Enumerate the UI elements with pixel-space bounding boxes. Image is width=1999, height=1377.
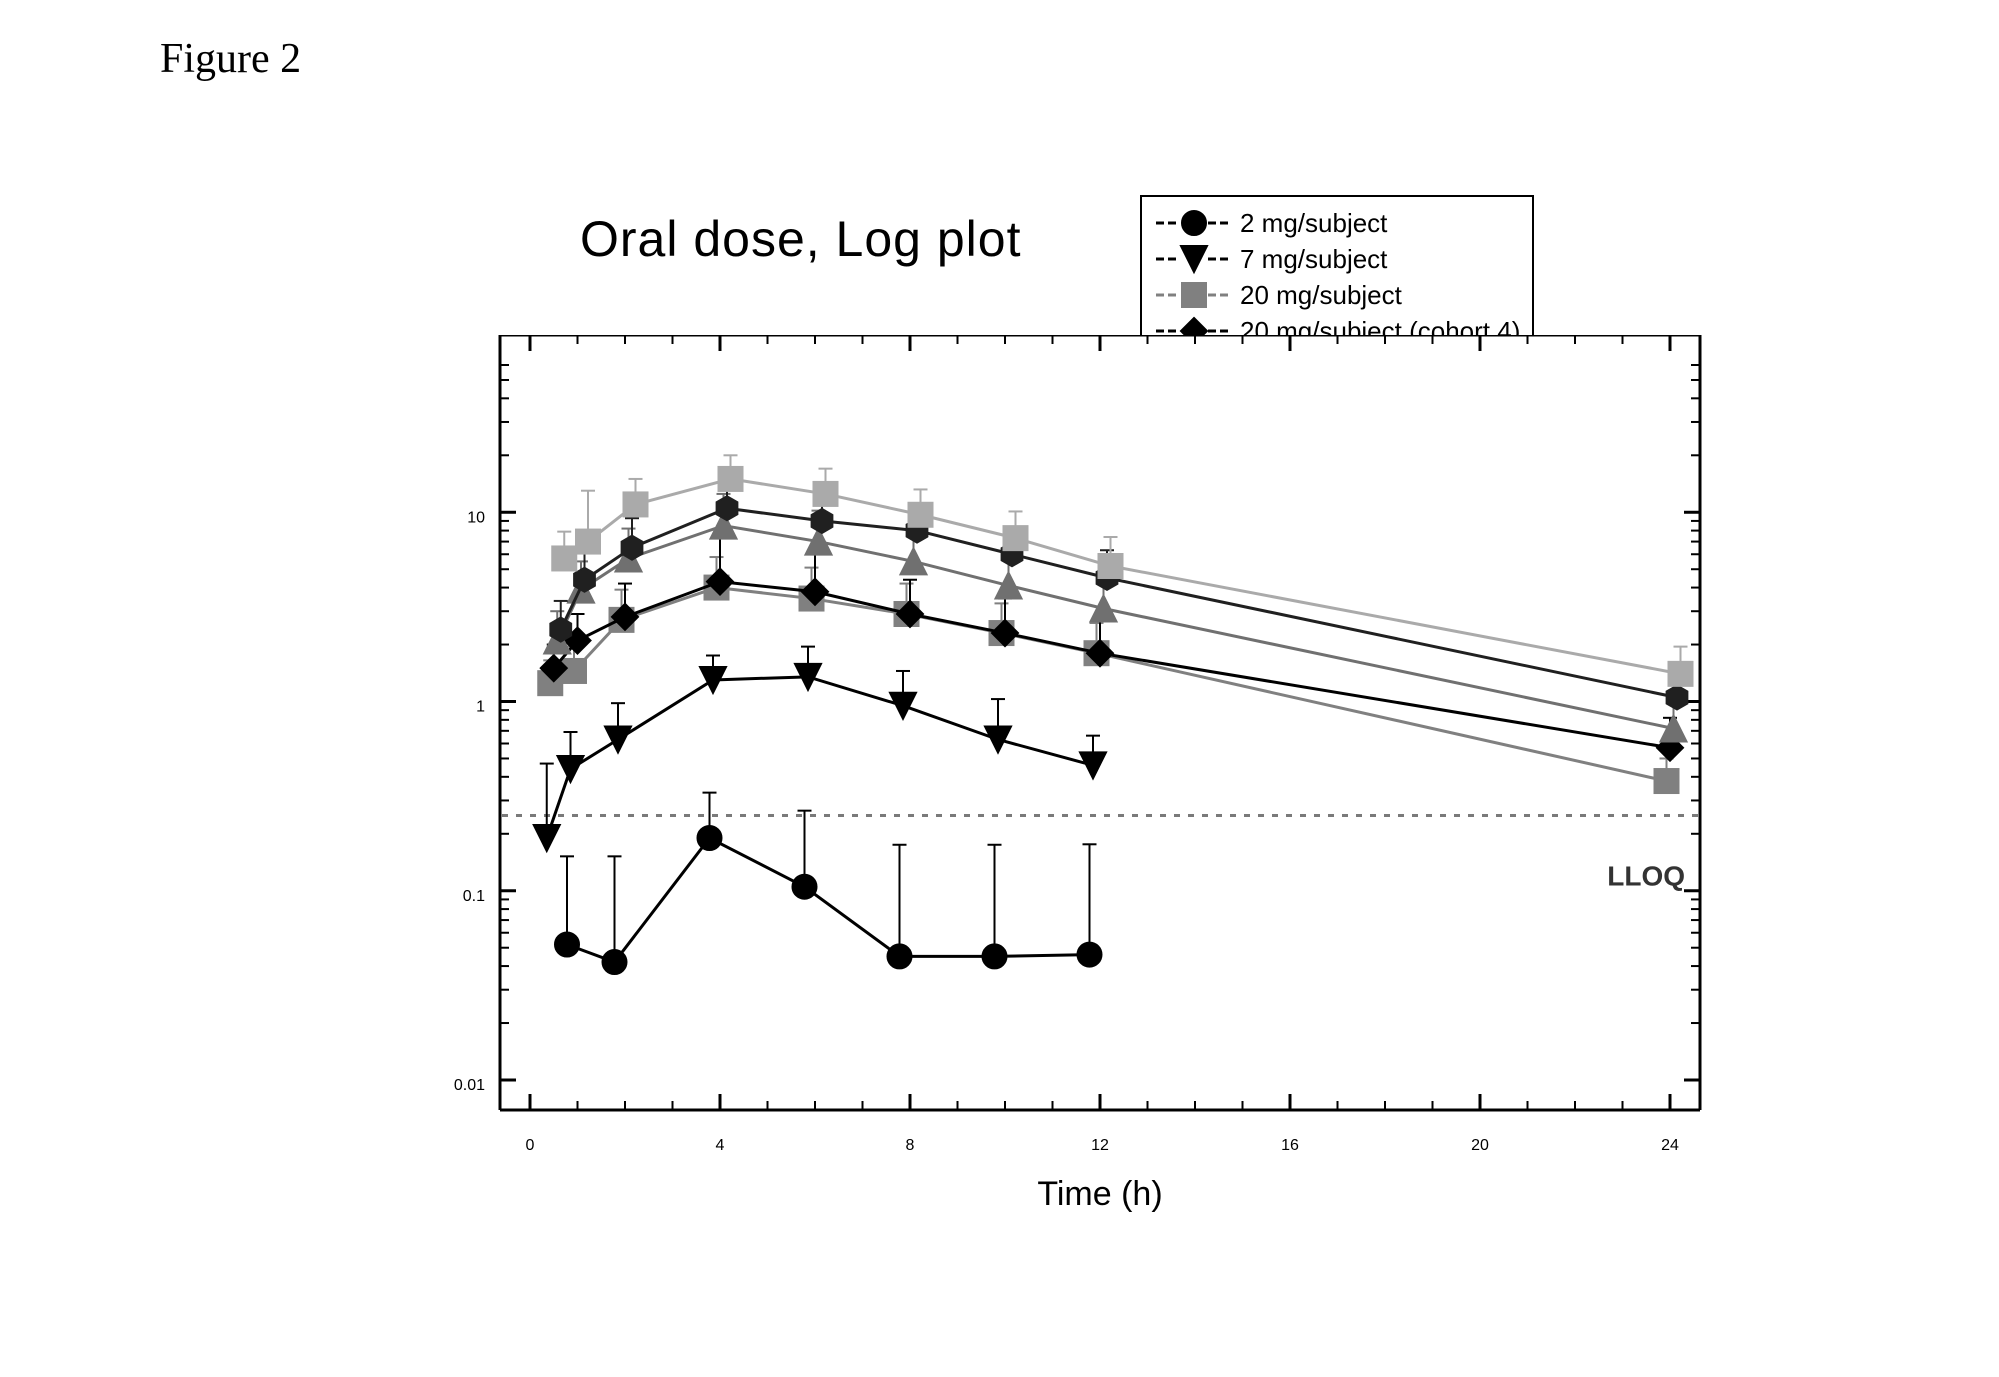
lloq-label: LLOQ — [1607, 860, 1685, 891]
chart-plot-area: 0 4 8 12 16 20 24 0.01 0.1 1 10 LLOQ Time (h) — [400, 335, 1760, 1240]
legend-swatch-dose20 — [1154, 277, 1234, 313]
x-tick-label: 4 — [716, 1137, 725, 1154]
legend-item-dose20: 20 mg/subject — [1154, 277, 1520, 313]
y-tick-label: 10 — [467, 509, 485, 526]
legend-swatch-dose2 — [1154, 205, 1234, 241]
x-tick-label: 12 — [1091, 1137, 1109, 1154]
x-tick-label: 16 — [1281, 1137, 1299, 1154]
y-tick-label: 1 — [476, 699, 485, 716]
x-tick-label: 8 — [906, 1137, 915, 1154]
chart-title: Oral dose, Log plot — [580, 210, 1022, 268]
y-tick-label: 0.01 — [454, 1077, 485, 1094]
legend-item-dose7: 7 mg/subject — [1154, 241, 1520, 277]
legend-label-dose20: 20 mg/subject — [1240, 280, 1402, 311]
legend-item-dose2: 2 mg/subject — [1154, 205, 1520, 241]
figure-label: Figure 2 — [160, 35, 301, 83]
x-tick-label: 0 — [526, 1137, 535, 1154]
legend-label-dose7: 7 mg/subject — [1240, 244, 1387, 275]
x-tick-label: 24 — [1661, 1137, 1679, 1154]
x-tick-label: 20 — [1471, 1137, 1489, 1154]
legend-swatch-dose7 — [1154, 241, 1234, 277]
page: Figure 2 Oral dose, Log plot 2 mg/subjec… — [0, 0, 1999, 1377]
legend-label-dose2: 2 mg/subject — [1240, 208, 1387, 239]
y-tick-label: 0.1 — [463, 888, 485, 905]
x-axis-label: Time (h) — [1037, 1175, 1162, 1213]
